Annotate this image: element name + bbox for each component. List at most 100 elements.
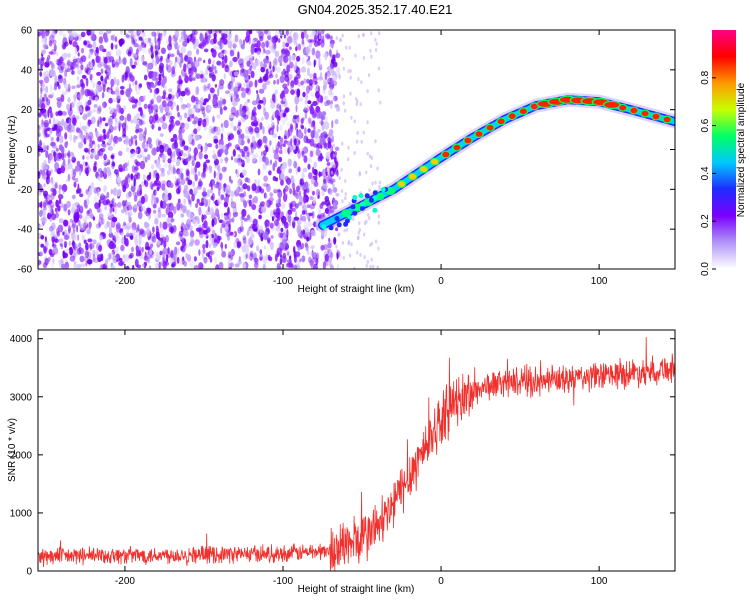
noise-speck <box>48 51 54 55</box>
noise-speck <box>303 194 307 204</box>
noise-speck <box>165 235 170 243</box>
noise-speck <box>272 41 277 51</box>
noise-speck <box>77 234 80 241</box>
y-tick-label: 0 <box>26 567 32 578</box>
noise-speck <box>91 149 97 159</box>
noise-speck <box>180 172 184 180</box>
noise-speck <box>181 141 186 147</box>
noise-speck <box>210 239 215 246</box>
noise-speck <box>149 100 153 105</box>
noise-speck <box>128 30 134 34</box>
noise-speck <box>262 162 267 170</box>
noise-speck <box>310 185 313 194</box>
noise-speck <box>300 213 303 221</box>
noise-speck <box>223 201 229 208</box>
noise-speck <box>67 83 71 92</box>
noise-speck <box>155 225 159 231</box>
noise-speck <box>340 189 344 193</box>
noise-speck <box>341 141 344 146</box>
x-tick-label: 0 <box>438 576 444 587</box>
noise-speck <box>208 182 213 188</box>
noise-speck <box>290 85 293 91</box>
noise-speck <box>155 77 159 82</box>
noise-speck <box>159 116 165 124</box>
noise-speck <box>114 89 120 96</box>
noise-speck <box>88 211 94 218</box>
noise-speck <box>187 243 190 248</box>
noise-speck <box>310 92 315 97</box>
noise-speck <box>300 66 307 73</box>
noise-speck <box>230 197 233 205</box>
noise-speck <box>177 83 181 92</box>
noise-speck <box>356 250 359 255</box>
noise-speck <box>286 130 289 140</box>
noise-speck <box>332 61 338 68</box>
noise-speck <box>267 62 271 67</box>
noise-speck <box>130 175 135 182</box>
noise-speck <box>264 222 268 229</box>
noise-speck <box>246 185 251 192</box>
noise-speck <box>362 32 365 37</box>
noise-speck <box>201 108 205 115</box>
ridge-blob-core <box>663 116 671 123</box>
noise-speck <box>297 132 304 139</box>
noise-speck <box>144 261 148 267</box>
noise-speck <box>122 200 126 207</box>
noise-speck <box>50 179 55 188</box>
noise-speck <box>62 190 65 195</box>
noise-speck <box>178 52 183 58</box>
noise-speck <box>320 38 325 48</box>
noise-speck <box>338 73 341 78</box>
noise-speck <box>158 261 162 269</box>
noise-speck <box>313 143 319 148</box>
noise-speck <box>241 91 246 99</box>
noise-speck <box>134 159 138 165</box>
noise-speck <box>281 239 287 247</box>
noise-speck <box>347 241 350 246</box>
noise-speck <box>174 246 178 256</box>
noise-speck <box>92 40 97 50</box>
noise-speck <box>237 227 242 234</box>
noise-speck <box>73 263 77 269</box>
ridge-cluster <box>328 225 334 231</box>
noise-speck <box>347 157 350 162</box>
noise-speck <box>162 221 168 230</box>
noise-speck <box>168 88 173 93</box>
noise-speck <box>42 216 47 225</box>
noise-speck <box>210 128 214 134</box>
noise-speck <box>376 166 379 171</box>
noise-speck <box>171 263 175 268</box>
noise-speck <box>257 179 260 186</box>
noise-speck <box>115 118 118 123</box>
y-tick-label: 4000 <box>10 334 33 345</box>
noise-speck <box>192 113 195 119</box>
noise-speck <box>224 156 228 164</box>
noise-speck <box>87 60 93 70</box>
noise-speck <box>111 265 115 269</box>
noise-speck <box>170 53 175 58</box>
noise-speck <box>50 49 57 55</box>
noise-speck <box>191 61 196 68</box>
noise-speck <box>320 30 325 35</box>
noise-speck <box>193 147 198 156</box>
noise-speck <box>301 255 306 263</box>
noise-speck <box>367 73 371 78</box>
noise-speck <box>324 72 328 80</box>
noise-speck <box>358 172 361 177</box>
noise-speck <box>128 96 133 102</box>
ridge-cluster <box>368 197 374 203</box>
noise-speck <box>206 115 209 121</box>
noise-speck <box>250 142 254 148</box>
noise-speck <box>262 126 265 135</box>
noise-speck <box>171 157 176 163</box>
noise-speck <box>155 80 158 87</box>
noise-speck <box>344 196 347 201</box>
noise-speck <box>301 147 305 155</box>
noise-speck <box>38 182 41 190</box>
noise-speck <box>148 265 152 269</box>
noise-speck <box>261 49 265 56</box>
noise-speck <box>157 207 161 213</box>
noise-speck <box>309 196 314 201</box>
noise-speck <box>300 80 304 86</box>
